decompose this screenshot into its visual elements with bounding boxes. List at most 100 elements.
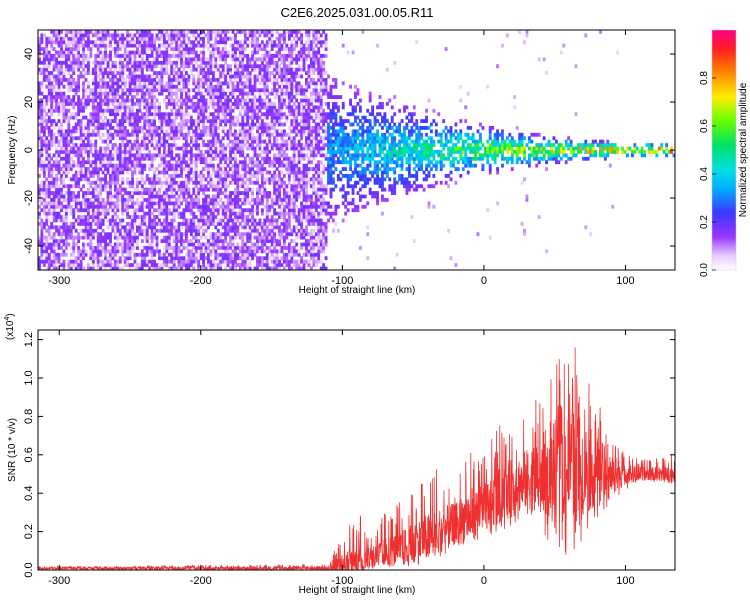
spectrogram-cell — [96, 132, 100, 137]
spectrogram-cell — [57, 84, 61, 89]
spectrogram-cell — [207, 215, 210, 219]
spectrogram-cell — [162, 163, 166, 168]
spectrogram-cell — [214, 102, 218, 106]
spectrogram-cell — [209, 174, 213, 178]
spectrogram-cell — [74, 60, 78, 65]
spectrogram-cell — [263, 112, 267, 117]
spectrogram-cell — [268, 98, 272, 103]
spectrogram-cell — [216, 252, 220, 257]
spectrogram-cell — [150, 126, 154, 130]
spectrogram-cell — [99, 84, 103, 89]
spectrogram-cell — [185, 187, 188, 192]
spectrogram-cell — [253, 246, 257, 250]
spectrogram-cell — [211, 50, 215, 55]
spectrogram-cell — [72, 263, 76, 267]
spectrogram-cell — [265, 81, 269, 86]
spectrogram-cell — [99, 180, 103, 185]
spectrogram-cell — [243, 36, 247, 41]
spectrogram-cell — [118, 256, 122, 261]
spectrogram-cell — [96, 150, 100, 154]
spectrogram-cell — [150, 78, 154, 82]
spectrogram-cell — [248, 60, 252, 65]
spectrogram-cell — [101, 33, 105, 38]
spectrogram-cell — [82, 47, 85, 51]
spectrogram-cell — [260, 246, 264, 250]
spectrogram-cell — [158, 126, 161, 130]
spectrogram-cell — [128, 156, 132, 161]
spectrogram-cell — [211, 119, 215, 123]
spectrogram-cell — [211, 204, 215, 209]
spectrogram-cell — [138, 170, 142, 175]
spectrogram-cell — [87, 235, 90, 240]
spectrogram-cell — [60, 191, 63, 195]
spectrogram-cell — [57, 81, 61, 86]
spectrogram-cell — [94, 194, 98, 199]
spectrogram-cell — [121, 112, 125, 117]
spectrogram-cell — [64, 136, 68, 141]
spectrogram-cell — [219, 235, 223, 240]
spectrogram-cell — [160, 30, 164, 34]
spectrogram-cell — [153, 108, 156, 113]
spectrogram-cell — [260, 167, 264, 171]
spectrogram-cell — [38, 156, 41, 161]
spectrogram-cell — [84, 146, 88, 151]
spectrogram-cell — [150, 242, 154, 247]
spectrogram-cell — [96, 36, 100, 41]
spectrogram-cell — [60, 177, 63, 182]
spectrogram-cell — [194, 91, 198, 96]
spectrogram-cell — [96, 201, 100, 206]
spectrogram-cell — [278, 150, 281, 154]
spectrogram-cell — [243, 256, 247, 261]
spectrogram-cell — [57, 60, 61, 65]
spectrogram-cell — [38, 112, 41, 117]
spectrogram-cell — [67, 115, 71, 120]
spectrogram-cell — [72, 98, 76, 103]
spectrogram-cell — [221, 252, 225, 257]
spectrogram-cell — [148, 102, 152, 106]
spectrogram-cell — [52, 88, 56, 93]
spectrogram-cell — [214, 43, 218, 48]
spectrogram-cell — [155, 54, 159, 58]
spectrogram-cell — [236, 122, 240, 127]
spectrogram-cell — [116, 105, 120, 110]
spectrogram-cell — [241, 115, 245, 120]
spectrogram-cell — [207, 88, 210, 93]
spectrogram-cell — [185, 198, 188, 202]
spectrogram-cell — [258, 102, 262, 106]
spectrogram-cell — [104, 115, 107, 120]
spectrogram-cell — [101, 81, 105, 86]
spectrogram-cell — [38, 239, 41, 243]
spectrogram-cell — [94, 119, 98, 123]
spectrogram-cell — [145, 40, 149, 45]
spectrogram-cell — [221, 232, 225, 237]
spectrogram-cell — [118, 170, 122, 175]
spectrogram-cell — [138, 163, 142, 168]
spectrogram-cell — [145, 235, 149, 240]
spectrogram-cell — [138, 252, 142, 257]
spectrogram-cell — [280, 256, 284, 261]
spectrogram-cell — [275, 139, 279, 144]
spectrogram-cell — [229, 218, 232, 223]
spectrogram-cell — [265, 102, 269, 106]
spectrogram-cell — [224, 252, 228, 257]
spectrogram-cell — [224, 54, 228, 58]
spectrogram-cell — [224, 60, 228, 65]
spectrogram-cell — [148, 242, 152, 247]
spectrogram-cell — [199, 177, 203, 182]
spectrogram-cell — [87, 43, 90, 48]
spectrogram-cell — [47, 143, 51, 147]
spectrogram-cell — [150, 54, 154, 58]
spectrogram-cell — [101, 235, 105, 240]
spectrogram-cell — [253, 252, 257, 257]
spectrogram-cell — [275, 187, 279, 192]
spectrogram-cell — [224, 91, 228, 96]
spectrogram-cell — [126, 64, 130, 69]
spectrogram-cell — [248, 57, 252, 62]
spectrogram-cell — [219, 156, 223, 161]
spectrogram-cell — [194, 102, 198, 106]
spectrogram-cell — [140, 163, 144, 168]
spectrogram-cell — [234, 67, 237, 72]
spectrogram-cell — [177, 211, 181, 216]
spectrogram-cell — [172, 252, 176, 257]
spectrogram-cell — [116, 122, 120, 127]
